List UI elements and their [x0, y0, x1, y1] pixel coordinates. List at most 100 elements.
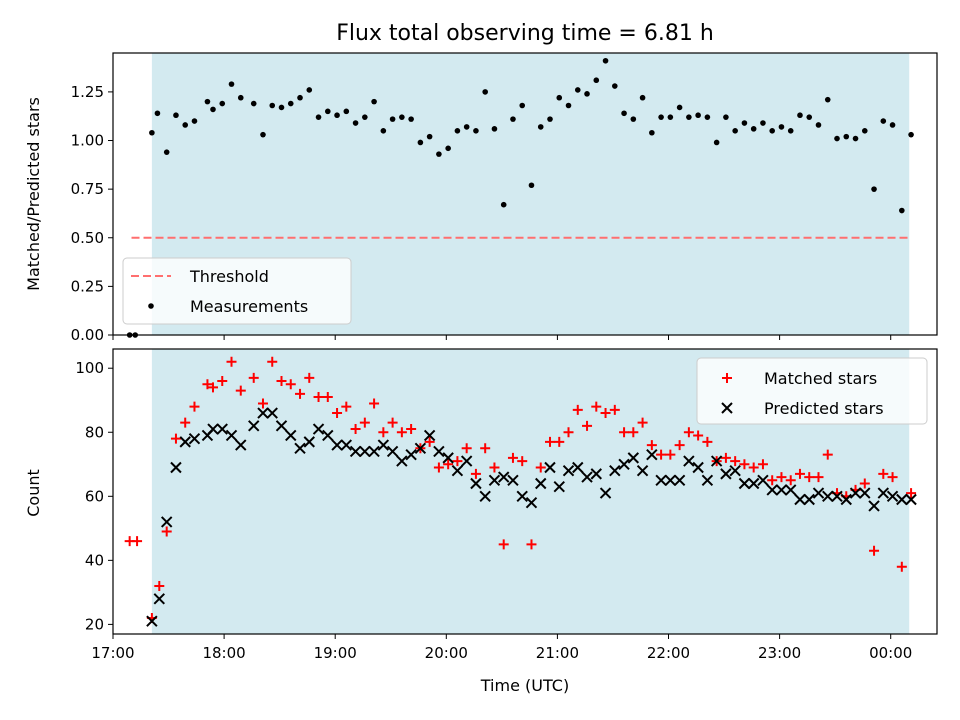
top-axes-frame	[112, 52, 938, 336]
predicted-star-point	[636, 464, 649, 477]
predicted-star-point	[460, 455, 473, 467]
matched-star-point	[248, 372, 259, 383]
matched-star-point	[304, 372, 315, 383]
matched-star-point	[896, 561, 907, 572]
matched-star-point	[730, 456, 741, 467]
matched-star-point	[535, 462, 546, 473]
matched-star-point	[665, 449, 676, 460]
legend-matched-swatch	[722, 373, 732, 383]
measurement-point	[126, 332, 133, 338]
predicted-star-point	[581, 471, 593, 483]
measurement-point	[204, 98, 211, 105]
x-tick-label: 17:00	[91, 644, 134, 662]
predicted-star-point	[868, 500, 880, 512]
predicted-star-point	[368, 445, 380, 458]
measurement-point	[574, 87, 581, 93]
bottom-legend: Matched stars Predicted stars	[696, 357, 928, 425]
predicted-star-point	[553, 480, 565, 493]
x-tick-label: 19:00	[314, 644, 357, 662]
matched-star-point	[257, 398, 268, 409]
predicted-star-point	[627, 452, 640, 464]
measurement-point	[686, 114, 692, 120]
matched-star-point	[591, 401, 602, 412]
measurement-point	[163, 149, 170, 155]
top-y-tick-label: 1.00	[71, 132, 104, 150]
measurement-point	[797, 112, 803, 119]
predicted-star-point	[535, 477, 547, 490]
measurement-point	[463, 124, 470, 130]
matched-star-point	[822, 449, 833, 460]
predicted-star-point	[701, 474, 714, 486]
predicted-star-point	[683, 455, 695, 467]
measurement-point	[219, 100, 226, 107]
matched-star-point	[813, 472, 824, 483]
matched-star-point	[646, 440, 657, 451]
measurement-point	[760, 120, 766, 126]
predicted-star-point	[349, 445, 362, 458]
matched-star-point	[794, 468, 805, 479]
matched-star-point	[341, 401, 352, 412]
matched-star-point	[180, 417, 191, 428]
matched-star-point	[757, 459, 768, 470]
bottom-y-tick-label: 60	[85, 487, 104, 505]
measurement-point	[132, 332, 139, 338]
predicted-star-point	[170, 461, 182, 474]
predicted-star-point	[442, 452, 454, 464]
predicted-star-point	[822, 490, 834, 503]
legend-threshold-label: Threshold	[189, 267, 269, 286]
matched-star-point	[313, 392, 324, 403]
predicted-star-point	[179, 436, 191, 448]
x-tick-label: 00:00	[869, 644, 912, 662]
top-legend: Threshold Measurements	[122, 257, 352, 325]
predicted-star-point	[646, 448, 658, 461]
measurement-point	[556, 94, 563, 101]
predicted-star-point	[905, 493, 917, 506]
predicted-star-point	[572, 461, 584, 474]
predicted-star-point	[525, 497, 538, 509]
bottom-y-tick-label: 100	[75, 359, 104, 377]
predicted-star-point	[840, 493, 852, 506]
predicted-star-point	[405, 448, 417, 461]
matched-star-point	[674, 440, 685, 451]
measurement-point	[889, 122, 896, 128]
legend-predicted-swatch	[721, 402, 733, 414]
measurement-point	[778, 124, 785, 130]
top-panel: 0.00 0.25 0.50 0.75 1.00 1.25 Threshold Measur…	[24, 52, 938, 344]
matched-star-point	[452, 456, 463, 467]
predicted-star-point	[757, 474, 769, 486]
measurement-point	[154, 110, 161, 117]
measurement-point	[250, 100, 257, 107]
predicted-star-point	[785, 484, 797, 496]
measurement-point	[380, 127, 387, 134]
predicted-star-point	[692, 461, 704, 474]
bottom-y-tick-label: 40	[85, 551, 104, 569]
matched-star-point	[226, 356, 237, 367]
measurement-point	[621, 110, 627, 117]
measurement-point	[399, 114, 405, 120]
matched-star-point	[785, 475, 796, 486]
measurement-point	[649, 129, 655, 136]
predicted-star-point	[803, 493, 815, 506]
matched-star-point	[132, 536, 143, 547]
measurement-point	[899, 207, 905, 214]
measurement-point	[528, 182, 535, 189]
matched-star-point	[878, 468, 889, 479]
top-y-tick-label: 0.50	[71, 229, 104, 247]
matched-star-point	[406, 424, 417, 435]
bottom-legend-box	[696, 357, 928, 425]
predicted-star-point	[488, 474, 501, 486]
predicted-star-point	[609, 464, 621, 477]
matched-star-point	[804, 472, 815, 483]
measurement-point	[297, 94, 303, 101]
measurement-point	[260, 131, 266, 138]
predicted-star-point	[766, 484, 778, 496]
measurement-point	[704, 114, 711, 120]
matched-star-point	[859, 478, 870, 489]
predicted-star-point	[886, 490, 899, 503]
measurement-point	[191, 118, 198, 124]
measurement-point	[787, 127, 794, 134]
matched-star-point	[767, 475, 778, 486]
matched-star-point	[887, 472, 898, 483]
matched-star-point	[693, 430, 704, 441]
